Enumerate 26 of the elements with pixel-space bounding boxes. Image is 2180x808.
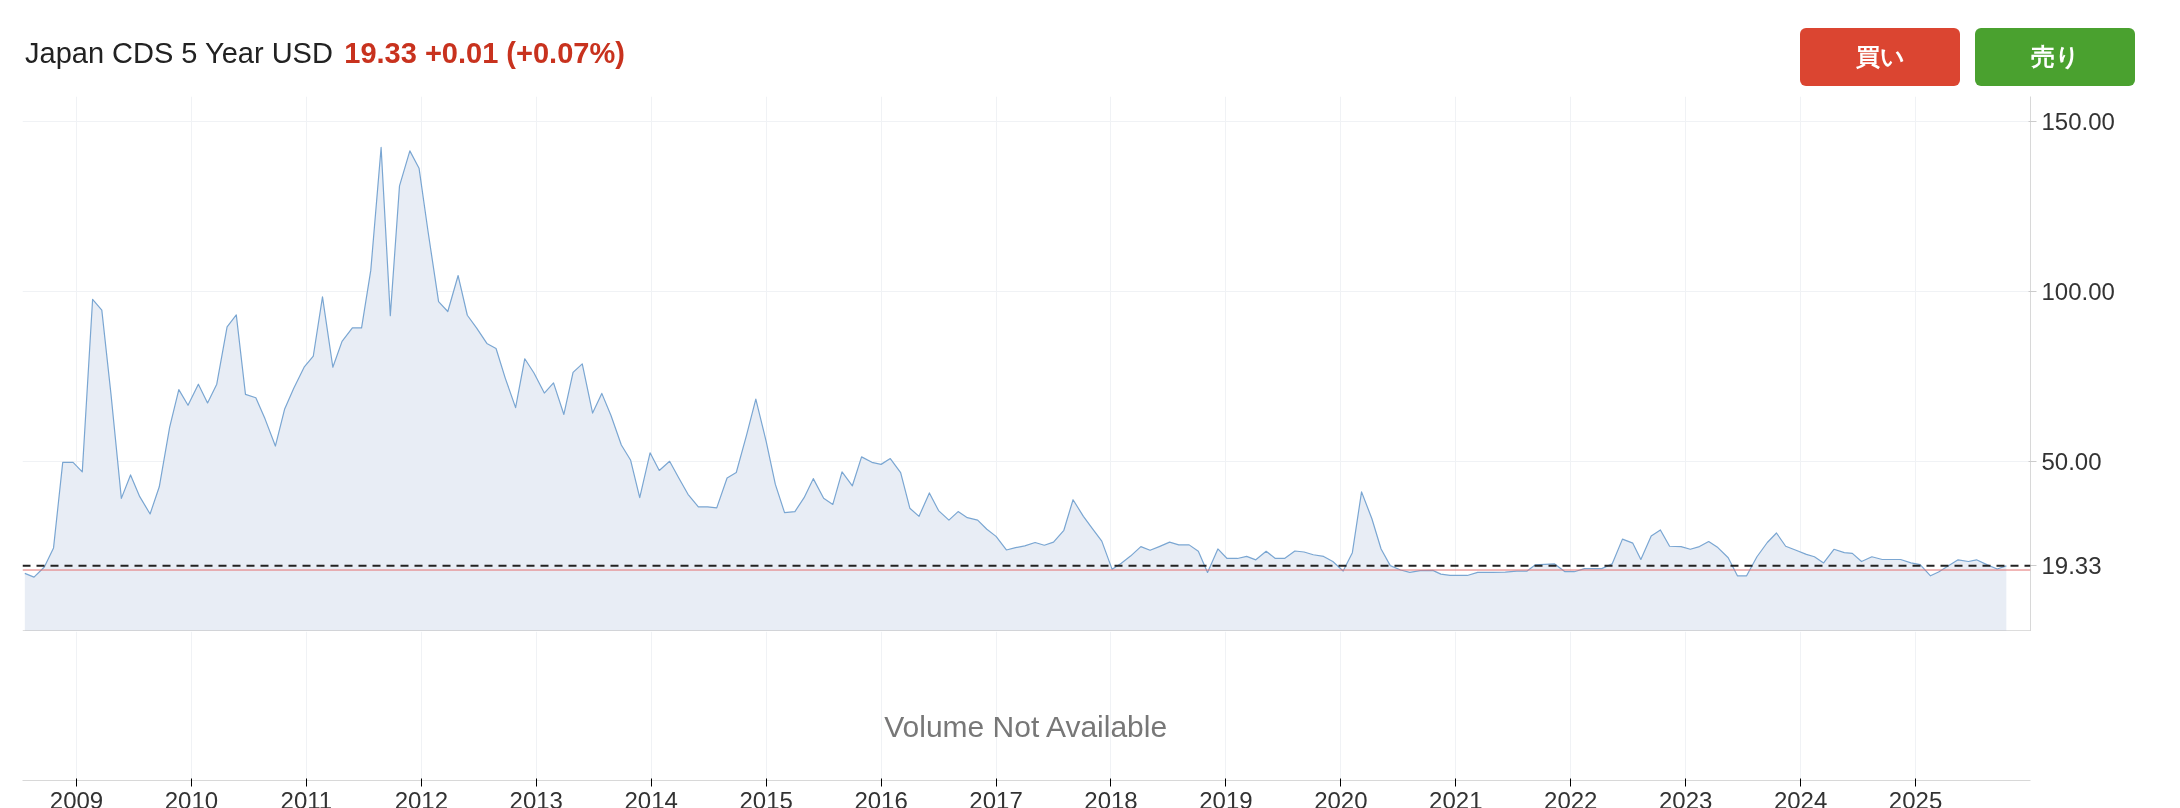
y-tick-label: 50.00 (2041, 448, 2102, 476)
text: 売り (2030, 42, 2080, 72)
x-tick-label: 2025 (1888, 786, 1943, 808)
text: Volume Not Available (884, 710, 1168, 744)
x-tick-label: 2022 (1544, 786, 1598, 808)
x-tick-label: 2018 (1084, 786, 1138, 808)
y-tick-label: 100.00 (2041, 278, 2115, 306)
x-tick-label: 2016 (854, 786, 908, 808)
x-tick-label: 2019 (1199, 786, 1253, 808)
chart-subtitle: 19.33 +0.01 (+0.07%) (343, 37, 625, 69)
y-tick-label: 150.00 (2041, 108, 2115, 136)
ref-line-label: 19.33 (2041, 552, 2102, 580)
x-tick-label: 2009 (49, 786, 104, 808)
x-tick-label: 2011 (280, 786, 333, 808)
chart-title: Japan CDS 5 Year USD (25, 37, 333, 69)
x-tick-label: 2015 (739, 786, 793, 808)
x-tick-label: 2014 (624, 786, 678, 808)
x-tick-label: 2013 (509, 786, 563, 808)
text: 買い (1855, 42, 1905, 72)
x-tick-label: 2020 (1314, 786, 1368, 808)
x-tick-label: 2024 (1773, 786, 1828, 808)
x-tick-label: 2023 (1658, 786, 1713, 808)
x-tick-label: 2021 (1429, 786, 1483, 808)
x-tick-label: 2017 (969, 786, 1023, 808)
x-tick-label: 2012 (394, 786, 449, 808)
x-tick-label: 2010 (164, 786, 219, 808)
